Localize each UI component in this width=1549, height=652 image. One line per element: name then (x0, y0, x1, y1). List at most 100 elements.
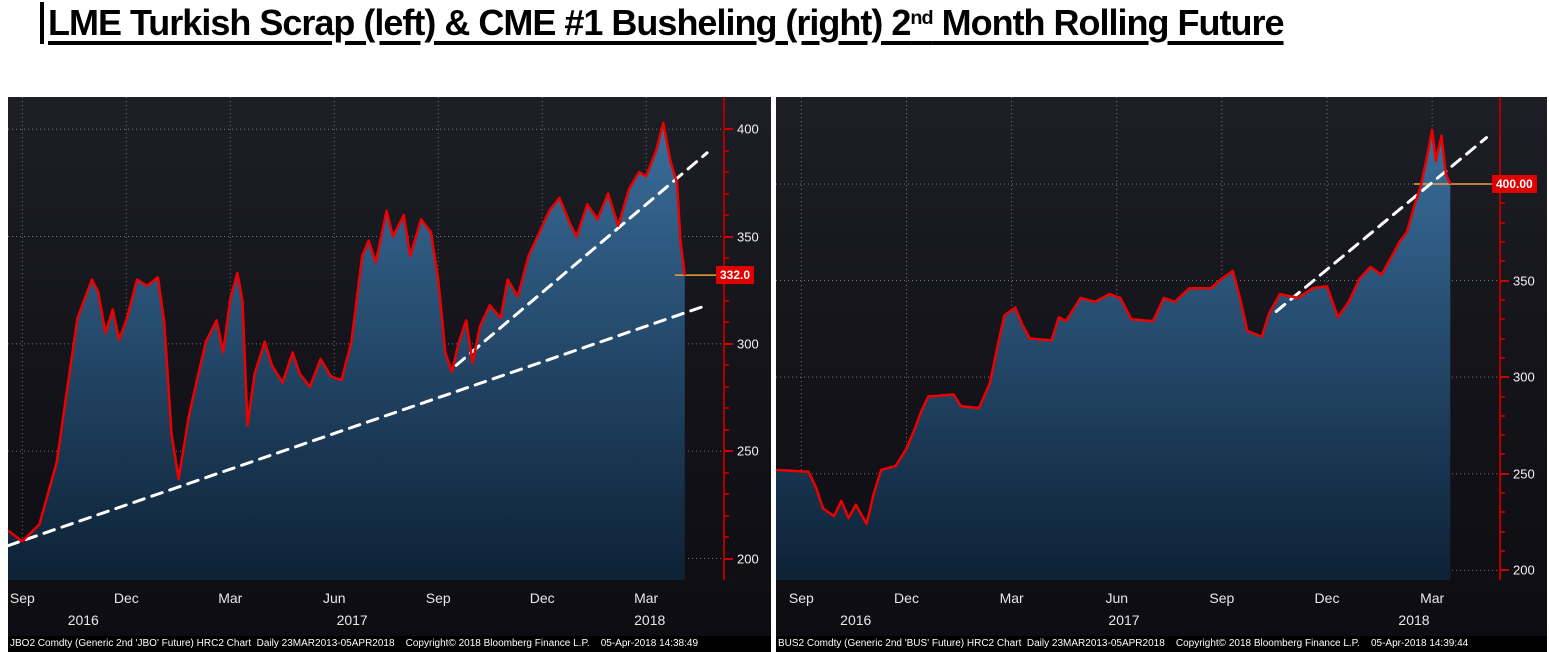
y-axis-tick (725, 407, 729, 410)
title-text: LME Turkish Scrap (left) & CME #1 Bushel… (48, 2, 911, 43)
y-axis-label: 250 (1513, 466, 1535, 482)
last-price-badge: 400.00 (1492, 174, 1537, 193)
price-line (776, 128, 1452, 526)
x-axis-month-label: Jun (322, 590, 346, 606)
x-axis-month-label: Mar (1420, 590, 1445, 606)
y-axis-label: 350 (737, 229, 759, 244)
x-axis-month-label: Jun (1105, 590, 1129, 606)
y-axis-label: 250 (737, 443, 759, 459)
area-fill (8, 122, 685, 580)
x-axis-month-label: Sep (9, 590, 35, 606)
x-axis-year-label: 2018 (1398, 612, 1430, 628)
y-axis-tick (725, 471, 729, 474)
y-axis-tick (1501, 395, 1505, 398)
x-axis: Sep Dec Mar Jun Sep Dec Mar 2016 2017 2018 (8, 584, 725, 636)
x-axis-year-label: 2017 (336, 612, 368, 628)
y-axis-label: 400 (737, 121, 759, 137)
y-axis-tick (1501, 202, 1505, 205)
y-axis-tick (1501, 221, 1505, 224)
y-axis-tick (725, 557, 733, 560)
x-axis-months: Sep Dec Mar Jun Sep Dec Mar (8, 584, 725, 610)
y-axis-tick (725, 536, 729, 539)
x-axis-month-label: Sep (788, 590, 814, 606)
chart-canvas (776, 97, 1501, 580)
x-axis-years: 2016 2017 2018 (776, 610, 1501, 634)
chart-canvas (8, 97, 725, 580)
x-axis-month-label: Dec (894, 590, 919, 606)
y-axis-tick (725, 514, 729, 517)
y-axis-tick (1501, 492, 1505, 495)
y-axis-tick (725, 428, 729, 431)
y-axis-label: 200 (737, 551, 759, 566)
x-axis-month-label: Sep (425, 590, 451, 606)
title-superscript: nd (910, 7, 933, 30)
y-axis-tick (725, 299, 729, 302)
y-axis-tick (725, 257, 729, 259)
y-axis-tick (725, 128, 733, 131)
chart-plot-area (8, 97, 725, 580)
y-axis-tick (1501, 240, 1505, 243)
page-title: LME Turkish Scrap (left) & CME #1 Bushel… (40, 2, 1285, 44)
title-wrap: LME Turkish Scrap (left) & CME #1 Bushel… (40, 2, 1285, 44)
y-axis-tick (725, 214, 729, 217)
x-axis-year-label: 2016 (67, 612, 99, 628)
chart-footer: JBO2 Comdty (Generic 2nd 'JBO' Future) H… (8, 636, 771, 652)
x-axis-months: Sep Dec Mar Jun Sep Dec Mar (776, 584, 1501, 610)
y-axis: 200 250 300 350 400 332.0 (716, 97, 771, 580)
bloomberg-chart-cme-busheling: 200250300350400400.00 SepDecMarJunSepDec… (776, 97, 1547, 652)
y-axis-tick (725, 235, 733, 238)
x-axis-year-label: 2016 (840, 612, 872, 628)
y-axis-tick (725, 171, 729, 174)
y-axis-tick (1501, 434, 1505, 437)
y-axis-label: 300 (1513, 369, 1535, 385)
y-axis-tick (725, 149, 729, 152)
y-axis-tick (1501, 376, 1509, 379)
y-axis-tick (1501, 453, 1505, 456)
charts-row: 200 250 300 350 400 332.0 Sep Dec Mar Jun Sep Dec M… (8, 97, 1547, 652)
title-text-suffix: Month Rolling Future (932, 2, 1285, 43)
y-axis-tick (1501, 356, 1505, 359)
trendline (454, 151, 709, 367)
y-axis-tick (1501, 414, 1505, 417)
y-axis-tick (1501, 530, 1505, 533)
y-axis-tick (1501, 511, 1505, 514)
x-axis-month-label: Mar (634, 590, 659, 606)
x-axis: Sep Dec Mar Jun Sep Dec Mar 2016 2017 2018 (776, 584, 1501, 636)
x-axis-year-label: 2017 (1108, 612, 1140, 628)
y-axis-tick (1501, 472, 1509, 475)
x-axis-month-label: Mar (999, 590, 1024, 606)
y-axis-label: 300 (737, 336, 759, 352)
area-fill (776, 129, 1451, 580)
y-axis-tick (725, 385, 729, 388)
last-price-badge: 332.0 (716, 266, 755, 285)
y-axis-label: 350 (1513, 273, 1535, 288)
chart-plot-area (776, 97, 1501, 580)
trendline (8, 303, 709, 548)
y-axis: 200250300350400400.00 (1492, 97, 1547, 580)
x-axis-month-label: Dec (1314, 590, 1340, 606)
x-axis-month-label: Sep (1209, 590, 1235, 606)
y-axis-tick (1501, 260, 1505, 263)
y-axis-tick (725, 450, 733, 453)
y-axis-tick (1501, 569, 1509, 572)
price-line (8, 121, 687, 543)
x-axis-years: 2016 2017 2018 (8, 610, 725, 634)
y-axis-tick (725, 364, 729, 367)
trendline (1274, 136, 1488, 313)
x-axis-year-label: 2018 (634, 612, 666, 628)
y-axis-label: 200 (1513, 562, 1535, 578)
y-axis-tick (725, 321, 729, 324)
y-axis-tick (1501, 318, 1505, 321)
y-axis-tick (1501, 279, 1509, 282)
x-axis-month-label: Dec (113, 590, 139, 606)
bloomberg-chart-lme-turkish-scrap: 200 250 300 350 400 332.0 Sep Dec Mar Jun Sep Dec M… (8, 97, 771, 652)
y-axis-tick (725, 192, 729, 195)
x-axis-month-label: Mar (218, 590, 243, 606)
y-axis-tick (1501, 298, 1505, 301)
chart-footer: BUS2 Comdty (Generic 2nd 'BUS' Future) H… (776, 636, 1547, 652)
y-axis-tick (725, 342, 733, 345)
x-axis-month-label: Dec (529, 590, 555, 606)
y-axis-tick (1501, 550, 1505, 552)
y-axis-tick (1501, 337, 1505, 340)
